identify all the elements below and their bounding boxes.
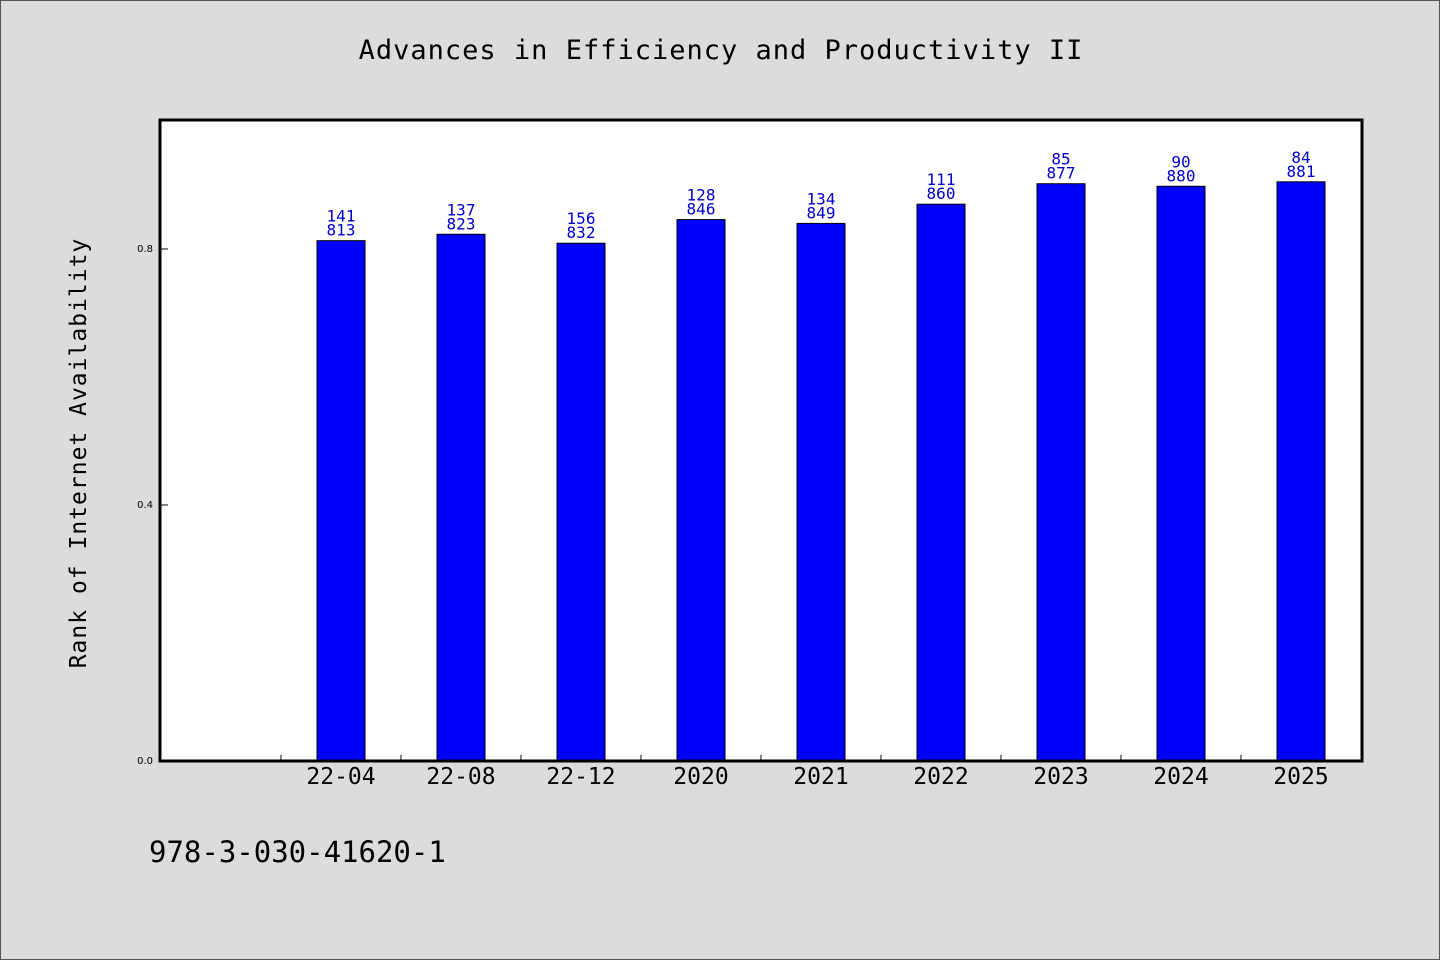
x-category-label: 2021 [793,764,848,790]
bar-label-top: 134 [807,189,836,208]
x-category-label: 2024 [1153,764,1208,790]
bar-label-bottom: 849 [807,203,836,222]
bar-label-top: 128 [687,186,716,205]
bar-label-bottom: 823 [447,214,476,233]
bar-label-bottom: 881 [1287,162,1316,181]
footer-code: 978-3-030-41620-1 [149,835,446,869]
bar-2024 [1156,185,1206,762]
bar-22-12 [556,242,606,762]
y-tick-label: 0.0 [137,756,153,767]
bar-2023 [1036,183,1086,762]
plot-frame [158,118,1364,763]
x-category-label: 2025 [1273,764,1328,790]
y-tick-label: 0.4 [137,500,153,511]
bar-label-bottom: 880 [1167,166,1196,185]
bar-2025 [1276,181,1326,762]
y-tick-label: 0.8 [137,244,153,255]
x-category-label: 2023 [1033,764,1088,790]
bar-label-top: 84 [1291,148,1310,167]
chart-title: Advances in Efficiency and Productivity … [358,35,1084,66]
bar-label-top: 141 [327,207,356,226]
bar-label-bottom: 877 [1047,164,1076,183]
bar-2021 [796,222,846,762]
bar-label-bottom: 846 [687,200,716,219]
bar-label-bottom: 813 [327,221,356,240]
x-category-label: 22-04 [306,764,375,790]
bar-label-top: 90 [1171,152,1190,171]
bar-label-bottom: 860 [927,184,956,203]
bar-2022 [916,203,966,762]
bar-label-bottom: 832 [567,223,596,242]
x-category-label: 22-12 [546,764,615,790]
bar-22-04 [316,240,366,762]
bar-22-08 [436,233,486,762]
bar-label-top: 137 [447,200,476,219]
bar-label-top: 111 [927,170,956,189]
bar-label-top: 156 [567,209,596,228]
x-category-label: 2022 [913,764,968,790]
bar-2020 [676,219,726,762]
x-category-label: 2020 [673,764,728,790]
bar-label-top: 85 [1051,150,1070,169]
x-category-label: 22-08 [426,764,495,790]
